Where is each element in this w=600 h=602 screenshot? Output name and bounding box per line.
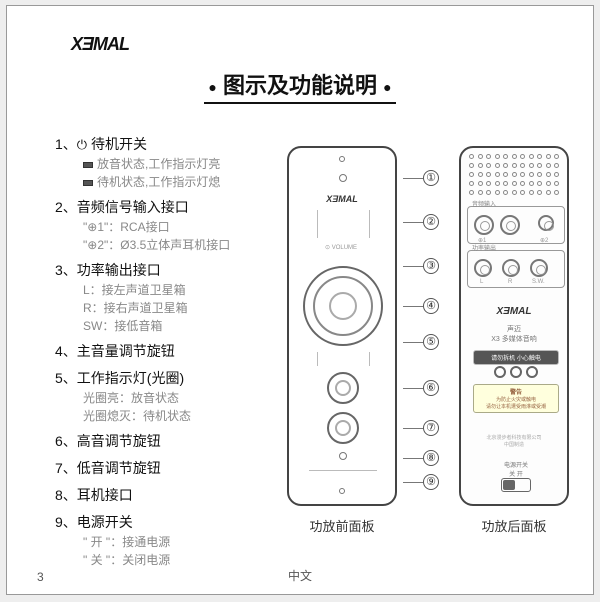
list-item: 2、音频信号输入接口	[55, 197, 285, 218]
deco-line	[369, 210, 370, 238]
list-item: 6、高音调节旋钮	[55, 431, 285, 452]
jack-label-l: L	[480, 279, 483, 285]
list-item: 9、电源开关	[55, 512, 285, 533]
output-jack-sw	[530, 259, 548, 277]
volume-label: ⊙ VOLUME	[325, 244, 357, 251]
back-panel: 音频输入 ⊕1 ⊕2 功率输出 L R S.W. XƎMAL 声迈 X3 多媒体…	[459, 146, 569, 506]
power-button-icon	[339, 174, 347, 182]
list-subitem: SW：接低音箱	[83, 317, 285, 335]
warning-box: 警告 为防止火灾或触电 请勿让本机遭受雨淋或受潮	[473, 384, 559, 413]
title-dot-lead: ●	[208, 79, 216, 95]
power-output-section: 功率输出 L R S.W.	[467, 250, 565, 288]
list-subitem: "⊕2"：Ø3.5立体声耳机接口	[83, 236, 285, 254]
title-text: 图示及功能说明	[223, 73, 377, 98]
list-subitem: R：接右声道卫星箱	[83, 299, 285, 317]
list-subitem: " 开 "：接通电源	[83, 533, 285, 551]
jack-label-sw: S.W.	[532, 279, 545, 285]
rca-jack	[500, 215, 520, 235]
output-jack-r	[502, 259, 520, 277]
cert-icons	[481, 366, 551, 378]
deco-line	[317, 210, 318, 238]
callout-③: ③	[403, 258, 439, 274]
feature-list: 1、⏻ 待机开关放音状态,工作指示灯亮待机状态,工作指示灯熄 2、音频信号输入接口…	[55, 128, 285, 569]
front-caption: 功放前面板	[287, 516, 397, 535]
front-brand: XƎMAL	[289, 194, 395, 204]
callout-column: ① ② ③ ④ ⑤ ⑥ ⑦ ⑧ ⑨	[403, 146, 451, 506]
callout-⑤: ⑤	[403, 334, 439, 350]
output-jack-l	[474, 259, 492, 277]
audio-input-section: 音频输入 ⊕1 ⊕2	[467, 206, 565, 244]
callout-②: ②	[403, 214, 439, 230]
list-item: 5、工作指示灯(光圈)	[55, 368, 285, 389]
footer-language: 中文	[7, 567, 593, 584]
warn-box-1: 请勿拆机 小心触电	[473, 350, 559, 365]
bass-knob-inner	[335, 420, 351, 436]
page-title: ● 图示及功能说明 ●	[7, 68, 593, 104]
diagram-area: XƎMAL ⊙ VOLUME 功放前面板 ① ② ③ ④ ⑤ ⑥ ⑦ ⑧ ⑨ 音频输入	[287, 146, 577, 546]
screw-hole	[339, 156, 345, 162]
callout-①: ①	[403, 170, 439, 186]
model-desc: X3 多媒体音响	[461, 334, 567, 344]
front-panel: XƎMAL ⊙ VOLUME	[287, 146, 397, 506]
list-subitem: 待机状态,工作指示灯熄	[83, 173, 285, 191]
power-switch-area: 电源开关 关 开	[491, 460, 541, 496]
switch-label: 电源开关 关 开	[491, 460, 541, 478]
callout-⑥: ⑥	[403, 380, 439, 396]
jack-label-r: R	[508, 279, 512, 285]
treble-knob-inner	[335, 380, 351, 396]
list-subitem: L：接左声道卫星箱	[83, 281, 285, 299]
switch-rocker	[503, 480, 515, 490]
deco-line	[317, 352, 318, 366]
footer-page-number: 3	[37, 570, 44, 584]
warn-title: 警告	[474, 387, 558, 396]
rca-jack	[474, 215, 494, 235]
deco-line	[309, 470, 377, 471]
cert-icon	[526, 366, 538, 378]
manual-page: XƎMAL ● 图示及功能说明 ● 1、⏻ 待机开关放音状态,工作指示灯亮待机状…	[6, 5, 594, 595]
output-section-label: 功率输出	[472, 243, 496, 252]
list-item: 4、主音量调节旋钮	[55, 341, 285, 362]
list-item: 3、功率输出接口	[55, 260, 285, 281]
jack-label-in2: ⊕2	[540, 237, 548, 244]
list-subitem: "⊕1"：RCA接口	[83, 218, 285, 236]
callout-⑦: ⑦	[403, 420, 439, 436]
maker-text: 北京漫步者科技有限公司 中国制造	[461, 434, 567, 448]
list-subitem: 光圈亮：放音状态	[83, 389, 285, 407]
screw-hole	[339, 488, 345, 494]
callout-⑧: ⑧	[403, 450, 439, 466]
list-item: 7、低音调节旋钮	[55, 458, 285, 479]
power-switch	[501, 478, 531, 492]
cert-icon	[494, 366, 506, 378]
model-name: 声迈	[461, 324, 567, 334]
back-caption: 功放后面板	[459, 516, 569, 535]
list-item: 8、耳机接口	[55, 485, 285, 506]
callout-④: ④	[403, 298, 439, 314]
callout-⑨: ⑨	[403, 474, 439, 490]
title-dot-tail: ●	[383, 79, 391, 95]
speaker-grille	[469, 154, 563, 202]
deco-line	[369, 352, 370, 366]
list-subitem: 放音状态,工作指示灯亮	[83, 155, 285, 173]
input-section-label: 音频输入	[472, 199, 496, 208]
cert-icon	[510, 366, 522, 378]
headphone-jack-icon	[339, 452, 347, 460]
list-subitem: 光圈熄灭：待机状态	[83, 407, 285, 425]
back-brand: XƎMAL	[461, 306, 567, 317]
aux-jack	[538, 215, 554, 231]
brand-logo: XƎMAL	[71, 34, 129, 55]
volume-knob-inner	[329, 292, 357, 320]
list-item: 1、⏻ 待机开关	[55, 134, 285, 155]
warn-text: 为防止火灾或触电 请勿让本机遭受雨淋或受潮	[474, 396, 558, 410]
